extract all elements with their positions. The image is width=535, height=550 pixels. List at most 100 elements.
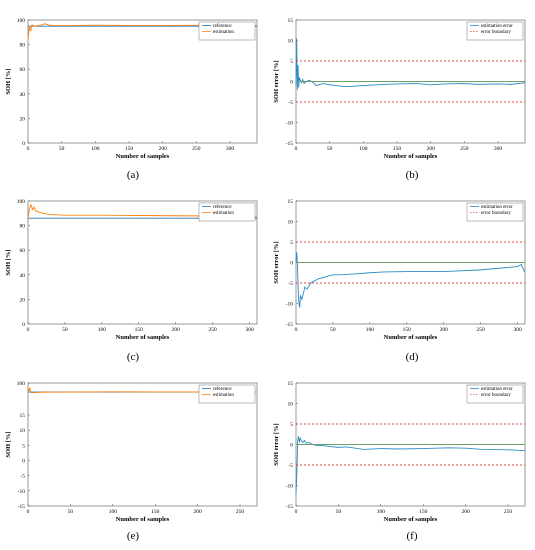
y-tick-label: -5 <box>288 281 293 287</box>
legend-label: error boundary <box>481 393 511 398</box>
x-tick-label: 200 <box>159 146 168 152</box>
y-tick-label: 80 <box>20 224 26 230</box>
x-axis-label: Number of samples <box>116 334 170 341</box>
y-axis-label: SOH [%] <box>5 431 12 457</box>
legend-box <box>466 202 524 222</box>
legend-label: estimation <box>213 393 234 398</box>
y-tick-label: -15 <box>286 322 294 328</box>
x-tick-label: 200 <box>194 509 203 515</box>
x-tick-label: 150 <box>135 327 144 333</box>
plot-area-e <box>27 382 258 507</box>
x-tick-label: 0 <box>295 509 298 515</box>
x-tick-label: 300 <box>513 327 522 333</box>
x-axis-label: Number of samples <box>384 334 438 341</box>
x-axis-label: Number of samples <box>384 153 438 160</box>
x-tick-label: 200 <box>172 327 181 333</box>
legend-box <box>198 202 256 222</box>
x-tick-label: 100 <box>91 146 100 152</box>
y-tick-label: 100 <box>17 18 26 24</box>
y-tick-label: 60 <box>20 67 26 73</box>
x-tick-label: 250 <box>477 327 486 333</box>
series-line-estimation <box>27 23 258 40</box>
x-tick-label: 250 <box>236 509 245 515</box>
y-tick-label: 10 <box>288 402 294 408</box>
x-tick-label: 50 <box>336 509 342 515</box>
chart-e: 0 50 100 150 200 250 -15 -10 -5 0 5 10 15 100 referenc… <box>5 381 258 542</box>
y-tick-label: 15 <box>288 18 294 24</box>
plot-area-a <box>27 19 258 144</box>
chart-f: 0 50 100 150 200 250 -15 -10 -5 0 5 10 15 estimation … <box>273 381 526 542</box>
y-tick-label: 5 <box>290 59 293 65</box>
legend-label: estimation error <box>481 24 513 29</box>
series-line-estimation-error <box>295 252 526 308</box>
x-axis-label: Number of samples <box>116 153 170 160</box>
chart-b: 0 50 100 150 200 250 300 -15 -10 -5 0 5 10 15 estimati… <box>273 18 526 181</box>
y-axis-label: SOH error [%] <box>273 241 280 283</box>
x-tick-label: 200 <box>462 509 471 515</box>
y-axis-label: SOH [%] <box>5 249 12 275</box>
chart-d: 0 50 100 150 200 250 300 -15 -10 -5 0 5 10 15 estimati… <box>273 199 526 363</box>
x-tick-label: 0 <box>27 146 30 152</box>
y-tick-label: -15 <box>286 504 294 510</box>
y-tick-label: -15 <box>286 141 294 147</box>
legend-box <box>198 21 256 41</box>
series-line-estimation-error <box>295 436 526 494</box>
chart-c: 0 50 100 150 200 250 300 0 20 40 60 80 100 referencee… <box>5 199 258 363</box>
legend-label: error boundary <box>481 30 511 35</box>
y-tick-label: 5 <box>290 240 293 246</box>
x-tick-label: 250 <box>460 146 469 152</box>
x-tick-label: 250 <box>504 509 513 515</box>
x-tick-label: 150 <box>393 146 402 152</box>
x-tick-label: 150 <box>151 509 160 515</box>
y-tick-label: 10 <box>20 428 26 434</box>
y-tick-label: 80 <box>20 43 26 49</box>
x-tick-label: 100 <box>366 327 375 333</box>
panel-caption-a: (a) <box>127 169 140 181</box>
x-tick-label: 0 <box>27 327 30 333</box>
series-line-estimation <box>27 203 258 219</box>
y-tick-label: 100 <box>17 199 26 205</box>
x-tick-label: 150 <box>125 146 134 152</box>
y-tick-label: 20 <box>20 297 26 303</box>
legend-label: estimation <box>213 211 234 216</box>
legend-label: estimation error <box>481 205 513 210</box>
x-tick-label: 200 <box>440 327 449 333</box>
y-tick-label: 40 <box>20 92 26 98</box>
y-tick-label: 100 <box>17 381 26 387</box>
legend-label: estimation <box>213 30 234 35</box>
x-tick-label: 50 <box>330 327 336 333</box>
x-tick-label: 300 <box>245 327 254 333</box>
x-tick-label: 100 <box>98 327 107 333</box>
legend-box <box>198 384 256 404</box>
panel-caption-c: (c) <box>127 351 140 363</box>
y-tick-label: -15 <box>18 504 26 510</box>
x-tick-label: 150 <box>419 509 428 515</box>
x-tick-label: 0 <box>27 509 30 515</box>
x-axis-label: Number of samples <box>384 516 438 523</box>
y-axis-label: SOH error [%] <box>273 60 280 102</box>
y-tick-label: -10 <box>286 302 294 308</box>
x-tick-label: 200 <box>427 146 436 152</box>
legend-label: reference <box>213 205 232 210</box>
x-tick-label: 300 <box>494 146 503 152</box>
legend-label: error boundary <box>481 211 511 216</box>
y-tick-label: -10 <box>286 121 294 127</box>
y-tick-label: 40 <box>20 273 26 279</box>
y-axis-label: SOH error [%] <box>273 423 280 465</box>
plot-area-c <box>27 200 258 325</box>
panel-caption-e: (e) <box>127 530 140 542</box>
y-tick-label: 0 <box>290 80 293 86</box>
y-tick-label: 15 <box>288 199 294 205</box>
y-tick-label: 5 <box>290 422 293 428</box>
x-tick-label: 150 <box>403 327 412 333</box>
legend-label: reference <box>213 24 232 29</box>
y-tick-label: -5 <box>20 474 25 480</box>
legend-label: estimation error <box>481 387 513 392</box>
